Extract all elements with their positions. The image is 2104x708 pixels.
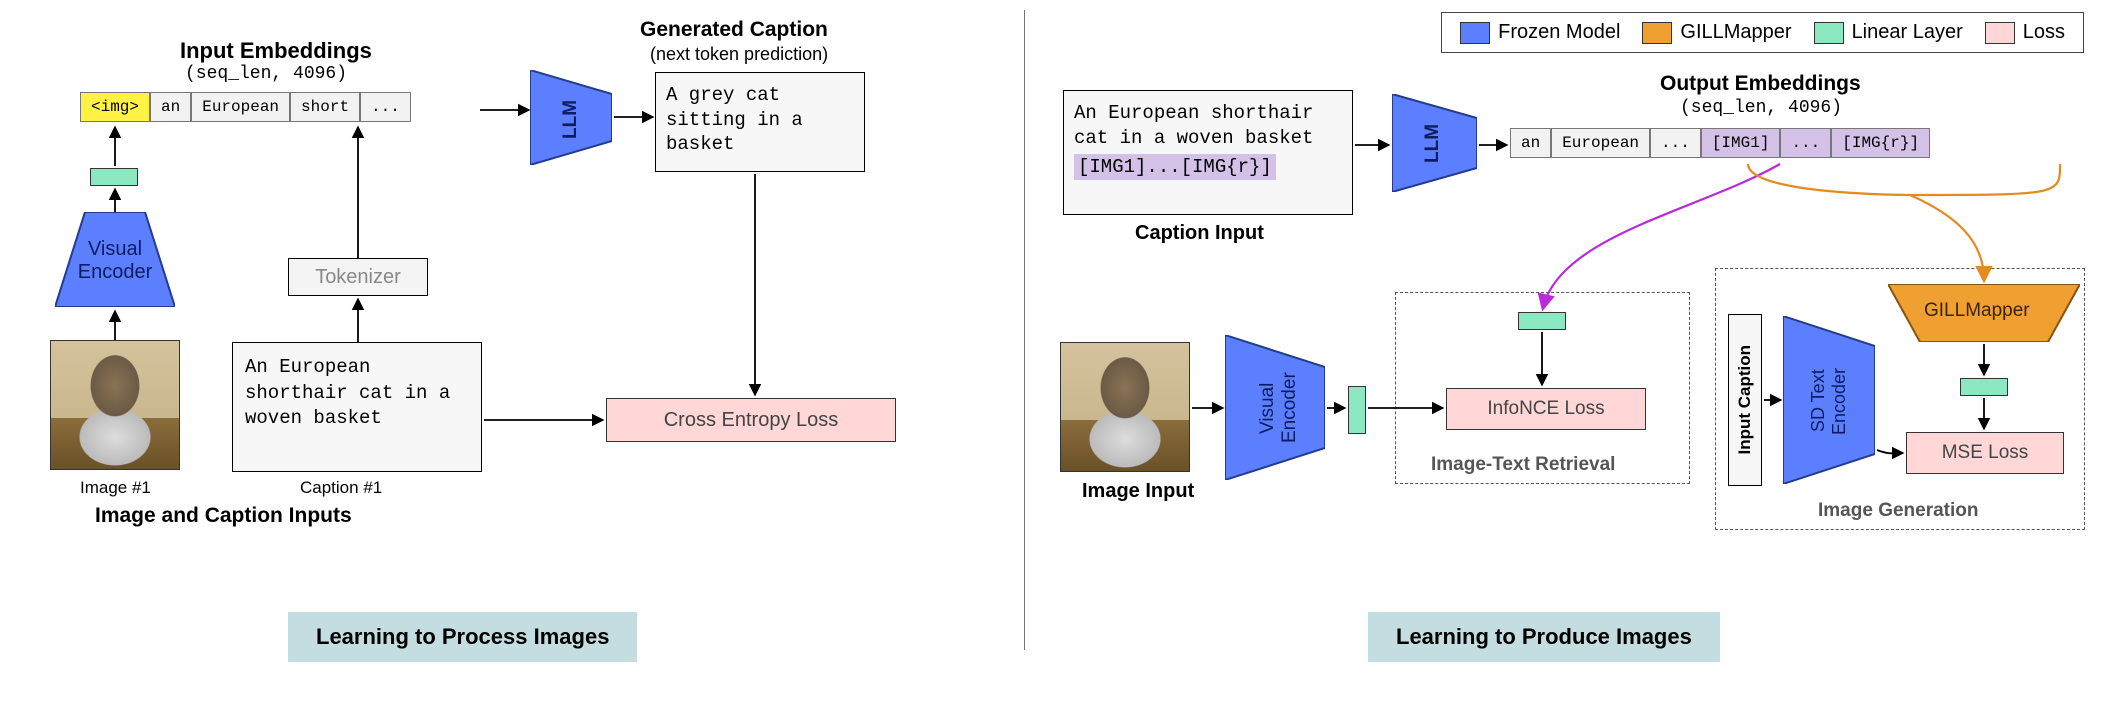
- otoken-euro: European: [1551, 128, 1650, 158]
- llm-left-label: LLM: [560, 95, 582, 143]
- otoken-imgr: [IMG{r}]: [1831, 128, 1930, 158]
- input-embeddings-shape: (seq_len, 4096): [185, 64, 347, 84]
- generated-caption-title: Generated Caption: [640, 18, 828, 42]
- input-image: [50, 340, 180, 470]
- otoken-dots: ...: [1650, 128, 1701, 158]
- legend-label: Linear Layer: [1852, 21, 1963, 44]
- caption-input-label: Caption Input: [1135, 222, 1264, 245]
- caption-number-label: Caption #1: [300, 478, 382, 498]
- generated-caption-box: A grey cat sitting in a basket: [655, 72, 865, 172]
- linear-layer-left: [90, 168, 138, 186]
- token-an: an: [150, 92, 191, 122]
- mse-loss: MSE Loss: [1906, 432, 2064, 474]
- legend-label: Loss: [2023, 21, 2065, 44]
- infonce-loss: InfoNCE Loss: [1446, 388, 1646, 430]
- caption-input-tokens: [IMG1]...[IMG{r}]: [1074, 154, 1276, 180]
- legend-item: GILLMapper: [1642, 21, 1791, 44]
- legend: Frozen Model GILLMapper Linear Layer Los…: [1441, 12, 2084, 53]
- linear-retrieval: [1518, 312, 1566, 330]
- retrieval-title: Image-Text Retrieval: [1431, 454, 1615, 476]
- input-token-row: <img> an European short ...: [80, 92, 411, 122]
- legend-swatch-frozen: [1460, 22, 1490, 44]
- legend-label: GILLMapper: [1680, 21, 1791, 44]
- legend-item: Linear Layer: [1814, 21, 1963, 44]
- right-banner: Learning to Produce Images: [1368, 612, 1720, 662]
- image-number-label: Image #1: [80, 478, 151, 498]
- linear-after-vis-enc: [1348, 386, 1366, 434]
- sd-text-encoder-label: SD Text Encoder: [1808, 346, 1850, 456]
- output-embeddings-shape: (seq_len, 4096): [1680, 98, 1842, 118]
- cross-entropy-loss: Cross Entropy Loss: [606, 398, 896, 442]
- legend-item: Loss: [1985, 21, 2065, 44]
- image-input-label: Image Input: [1082, 480, 1194, 503]
- output-token-row: an European ... [IMG1] ... [IMG{r}]: [1510, 128, 1930, 158]
- token-euro: European: [191, 92, 290, 122]
- otoken-img1: [IMG1]: [1701, 128, 1781, 158]
- legend-swatch-gill: [1642, 22, 1672, 44]
- llm-right-label: LLM: [1422, 118, 1444, 168]
- token-dots: ...: [360, 92, 411, 122]
- image-caption-inputs-title: Image and Caption Inputs: [95, 504, 352, 528]
- panel-divider: [1024, 10, 1025, 650]
- output-embeddings-title: Output Embeddings: [1660, 72, 1861, 96]
- legend-item: Frozen Model: [1460, 21, 1620, 44]
- arrow-imgtokens-to-gill: [1748, 164, 2060, 195]
- caption-input-text: An European shorthair cat in a woven bas…: [1074, 101, 1342, 150]
- left-banner: Learning to Process Images: [288, 612, 637, 662]
- otoken-dot2: ...: [1780, 128, 1831, 158]
- caption-text-box: An European shorthair cat in a woven bas…: [232, 342, 482, 472]
- input-caption-vertical-label: Input Caption: [1735, 345, 1755, 455]
- tokenizer-box: Tokenizer: [288, 258, 428, 296]
- token-img: <img>: [80, 92, 150, 122]
- caption-input-box: An European shorthair cat in a woven bas…: [1063, 90, 1353, 215]
- image-input: [1060, 342, 1190, 472]
- legend-label: Frozen Model: [1498, 21, 1620, 44]
- legend-swatch-loss: [1985, 22, 2015, 44]
- token-short: short: [290, 92, 360, 122]
- gillmapper-label: GILLMapper: [1924, 300, 2030, 322]
- linear-gillmapper: [1960, 378, 2008, 396]
- input-embeddings-title: Input Embeddings: [180, 38, 372, 64]
- visual-encoder-right-label: Visual Encoder: [1257, 358, 1301, 458]
- otoken-an: an: [1510, 128, 1551, 158]
- generation-title: Image Generation: [1818, 500, 1979, 522]
- generated-caption-sub: (next token prediction): [650, 44, 828, 65]
- legend-swatch-linear: [1814, 22, 1844, 44]
- visual-encoder-left-label: Visual Encoder: [75, 238, 155, 284]
- input-caption-vertical: Input Caption: [1728, 314, 1762, 486]
